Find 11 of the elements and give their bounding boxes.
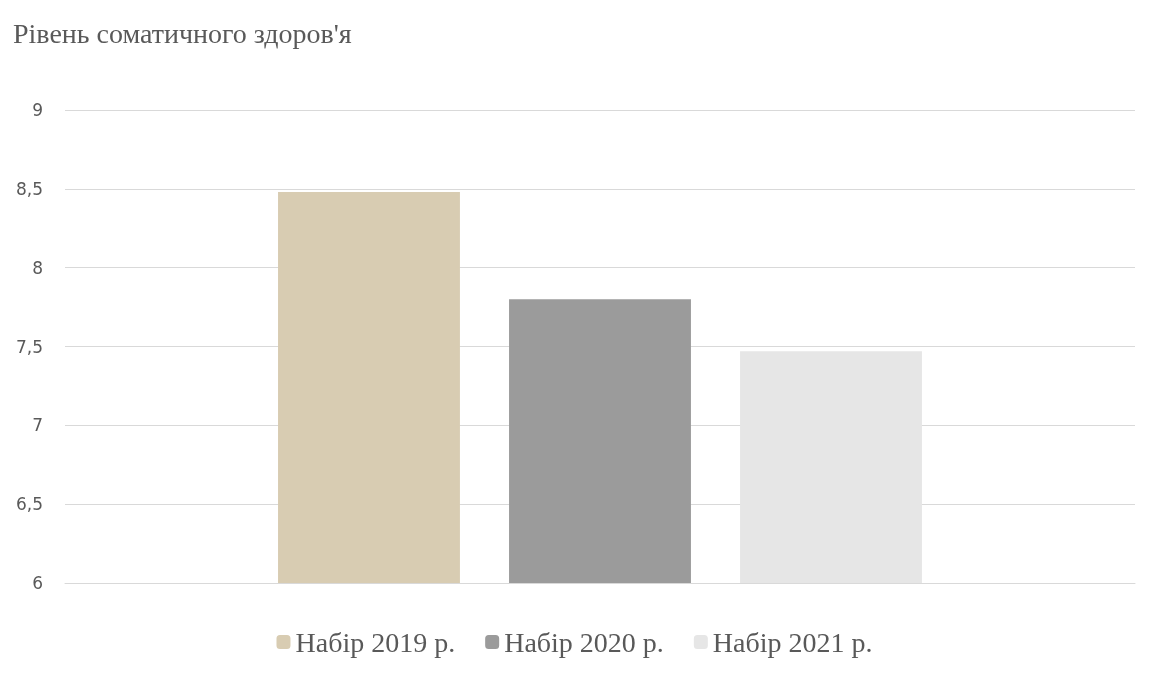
legend-label: Набір 2019 р. [295,626,456,658]
y-tick-label: 7,5 [15,336,43,357]
y-tick-label: 8 [32,257,43,278]
chart-title: Рівень соматичного здоров'я [13,17,352,49]
legend-label: Набір 2021 р. [712,626,873,658]
y-tick-label: 8,5 [15,178,43,199]
y-tick-label: 6,5 [15,494,43,515]
y-tick-label: 6 [32,573,43,593]
y-tick-label: 7 [32,415,43,436]
legend-label: Набір 2020 р. [504,626,664,658]
y-tick-label: 9 [32,100,43,120]
